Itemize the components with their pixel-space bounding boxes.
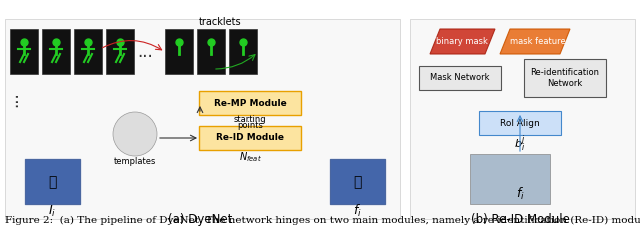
Text: Re-ID Module: Re-ID Module [216, 134, 284, 142]
Text: ...: ... [3, 91, 21, 107]
FancyBboxPatch shape [229, 29, 257, 74]
FancyBboxPatch shape [25, 159, 80, 204]
FancyBboxPatch shape [524, 59, 606, 97]
Text: Re-identification
Network: Re-identification Network [531, 68, 600, 88]
Text: $N_{feat}$: $N_{feat}$ [239, 150, 262, 164]
Text: RoI Align: RoI Align [500, 118, 540, 128]
Text: $f_i$: $f_i$ [516, 186, 524, 202]
FancyBboxPatch shape [470, 154, 550, 204]
Text: binary mask: binary mask [436, 38, 488, 46]
Polygon shape [500, 29, 570, 54]
Text: $I_i$: $I_i$ [48, 203, 56, 218]
Circle shape [113, 112, 157, 156]
FancyBboxPatch shape [199, 126, 301, 150]
FancyBboxPatch shape [479, 111, 561, 135]
Text: Re-MP Module: Re-MP Module [214, 98, 286, 107]
FancyBboxPatch shape [106, 29, 134, 74]
FancyBboxPatch shape [419, 66, 501, 90]
Text: tracklets: tracklets [198, 17, 241, 27]
FancyBboxPatch shape [42, 29, 70, 74]
Text: (a) DyeNet: (a) DyeNet [168, 213, 232, 226]
FancyBboxPatch shape [199, 91, 301, 115]
Text: points: points [237, 120, 263, 130]
Text: ...: ... [137, 43, 153, 61]
FancyBboxPatch shape [410, 19, 635, 219]
Text: Mask Network: Mask Network [430, 74, 490, 82]
FancyBboxPatch shape [165, 29, 193, 74]
FancyBboxPatch shape [74, 29, 102, 74]
Text: $f_i$: $f_i$ [353, 203, 362, 219]
Polygon shape [430, 29, 495, 54]
Text: 🏃: 🏃 [48, 175, 56, 189]
FancyBboxPatch shape [330, 159, 385, 204]
Text: (b) Re-ID Module: (b) Re-ID Module [470, 213, 570, 226]
FancyBboxPatch shape [197, 29, 225, 74]
Text: 🏃: 🏃 [353, 175, 361, 189]
Text: starting: starting [234, 114, 266, 123]
Text: templates: templates [114, 156, 156, 166]
Text: Figure 2:  (a) The pipeline of DyeNet. The network hinges on two main modules, n: Figure 2: (a) The pipeline of DyeNet. Th… [5, 216, 640, 225]
FancyBboxPatch shape [10, 29, 38, 74]
Text: $b^j_i$: $b^j_i$ [514, 134, 526, 154]
Text: mask feature: mask feature [510, 38, 566, 46]
FancyBboxPatch shape [5, 19, 400, 219]
